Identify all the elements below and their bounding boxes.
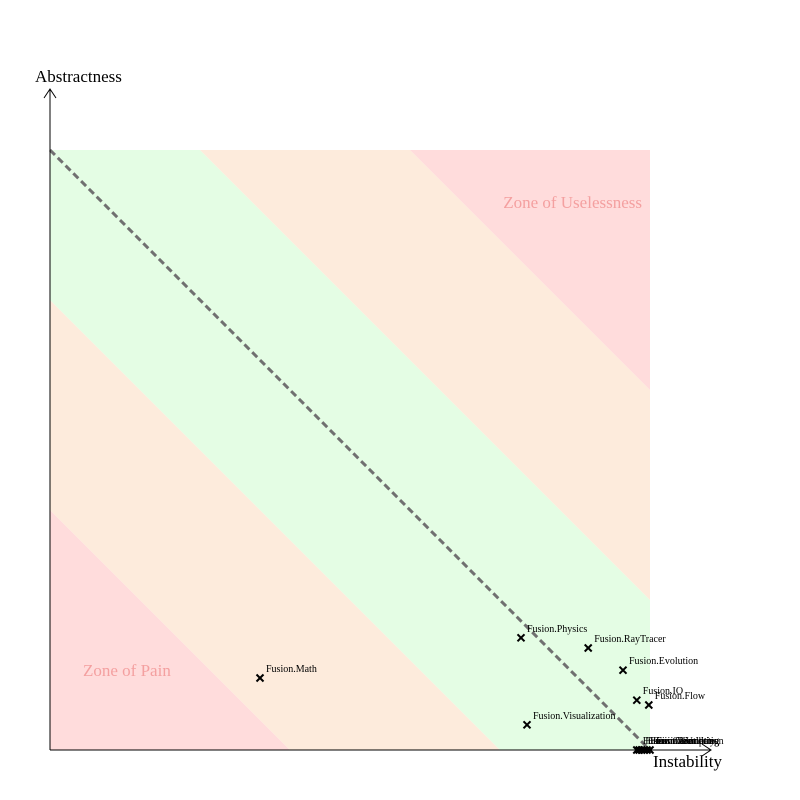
data-point-label: Fusion.Utilities [656,736,718,747]
data-point-label: Fusion.Simulation [650,736,724,747]
data-point-label: Fusion.Math [266,664,317,675]
data-points: Fusion.Math Fusion.Physics Fusion.RayTrace… [255,624,724,755]
x-axis-arrow [701,743,712,757]
x-axis-title: Instability [653,752,722,771]
data-point-label: Fusion.Scripting [653,736,719,747]
data-point: Fusion.Flow [644,691,706,710]
data-point-label: Fusion.Visualization [533,711,615,722]
data-point-label: Fusion.Physics [527,624,587,635]
zone-of-pain-label: Zone of Pain [83,661,171,680]
data-point: Fusion.Math [255,664,317,683]
data-point: Fusion.Utilities [645,736,718,755]
y-axis-title: Abstractness [35,67,122,86]
data-point-label: Fusion.Evolution [629,656,698,667]
data-point: Fusion.Evolution [618,656,698,675]
data-point-label: Fusion.Geometry [645,736,715,747]
data-point-label: Fusion.Rendering [648,736,719,747]
data-point: Fusion.Visualization [522,711,615,730]
data-point: Fusion.Scripting [642,736,719,755]
data-point-label: Fusion.IO [643,686,683,697]
zone-of-uselessness-label: Zone of Uselessness [503,193,642,212]
main-sequence-line [48,148,652,752]
data-point-label: Fusion.RayTracer [594,634,666,645]
data-point: Fusion.Physics [516,624,587,643]
data-point-label: Fusion.Flow [655,691,706,702]
data-point: Fusion.IO [632,686,683,705]
data-point: Fusion.RayTracer [583,634,666,653]
y-axis-arrow [43,88,57,99]
data-point-label: Fusion.Core [643,736,693,747]
